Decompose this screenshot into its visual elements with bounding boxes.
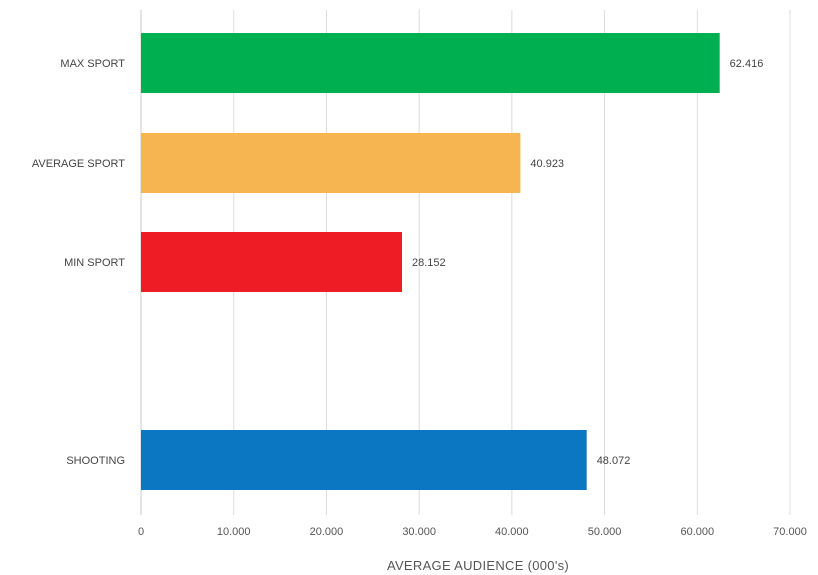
- category-label: AVERAGE SPORT: [32, 158, 125, 170]
- x-tick-label: 30.000: [402, 526, 436, 538]
- category-label: SHOOTING: [66, 455, 125, 467]
- value-labels: 62.416 40.923 28.152 48.072: [412, 58, 763, 467]
- x-tick-label: 70.000: [773, 526, 807, 538]
- bar: [141, 33, 720, 93]
- category-label: MAX SPORT: [60, 58, 125, 70]
- x-axis-title: AVERAGE AUDIENCE (000's): [387, 558, 569, 573]
- value-label: 62.416: [730, 58, 764, 70]
- category-label: MIN SPORT: [64, 257, 125, 269]
- x-tick-label: 20.000: [310, 526, 344, 538]
- value-label: 28.152: [412, 257, 446, 269]
- bar: [141, 430, 587, 490]
- x-tick-labels: 0 10.000 20.000 30.000 40.000 50.000 60.000 70.…: [138, 526, 807, 538]
- category-labels: MAX SPORT AVERAGE SPORT MIN SPORT SHOOTING: [32, 58, 125, 467]
- bar: [141, 232, 403, 292]
- bar: [141, 133, 521, 193]
- x-tick-label: 10.000: [217, 526, 251, 538]
- value-label: 48.072: [597, 455, 631, 467]
- x-tick-label: 60.000: [680, 526, 714, 538]
- value-label: 40.923: [530, 158, 564, 170]
- x-tick-label: 50.000: [588, 526, 622, 538]
- x-tick-label: 40.000: [495, 526, 529, 538]
- x-tick-label: 0: [138, 526, 144, 538]
- bars: [141, 33, 720, 490]
